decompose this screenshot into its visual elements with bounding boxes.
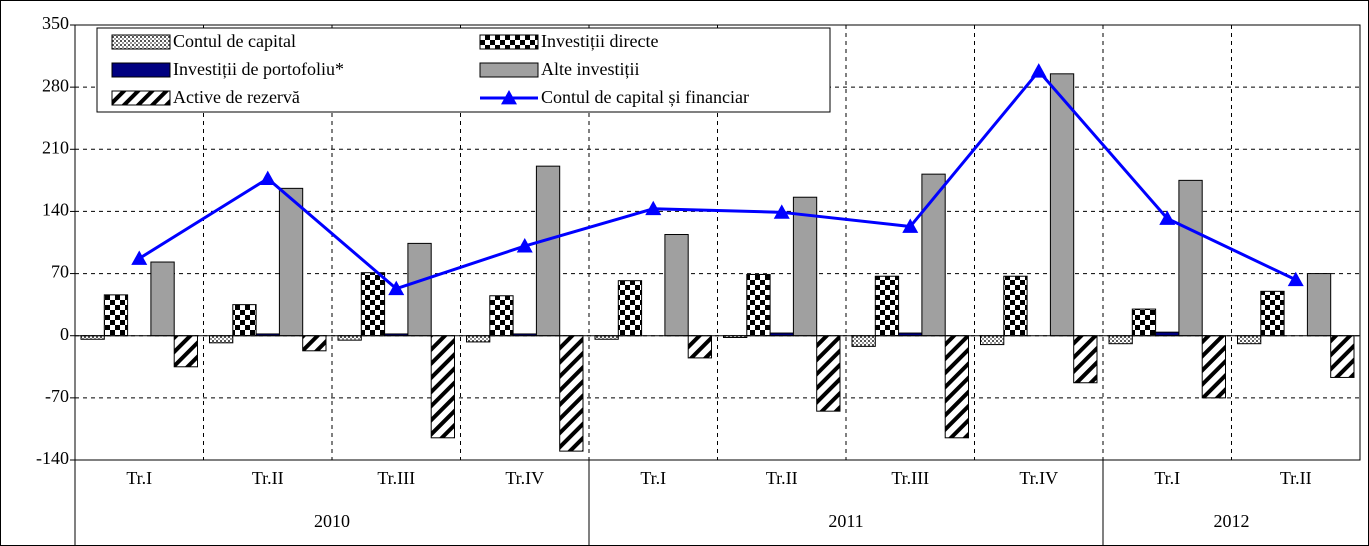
bar [1003, 275, 1028, 337]
x-tick-label: Tr.III [891, 468, 929, 488]
bar [103, 294, 129, 337]
x-group-label: 2011 [828, 511, 863, 531]
bar [430, 335, 456, 439]
bar [792, 196, 818, 337]
bar [617, 280, 643, 337]
legend-swatch [111, 34, 171, 50]
x-tick-label: Tr.IV [1019, 468, 1058, 488]
x-group-label: 2010 [314, 511, 350, 531]
line-marker [131, 250, 148, 265]
bar [874, 275, 900, 337]
line-marker [388, 280, 405, 296]
bar [407, 242, 432, 337]
line-marker [1287, 271, 1304, 287]
bar [232, 304, 257, 337]
bar [816, 335, 841, 412]
legend-label: Investiții de portofoliu* [173, 59, 344, 79]
y-tick-label: 140 [42, 200, 69, 220]
y-tick-label: -140 [36, 448, 69, 468]
x-tick-label: Tr.I [1154, 468, 1180, 488]
bar [1330, 335, 1355, 378]
line [138, 68, 1297, 291]
legend-label: Investiții directe [541, 31, 658, 51]
x-tick-label: Tr.II [1280, 468, 1312, 488]
bar [150, 261, 175, 337]
x-tick-label: Tr.I [640, 468, 666, 488]
bar [664, 234, 689, 337]
line-marker [645, 200, 662, 216]
bar [1049, 73, 1075, 337]
bar [1201, 335, 1226, 399]
legend-label: Contul de capital și financiar [541, 87, 749, 107]
bar [80, 335, 105, 340]
y-tick-label: 280 [42, 75, 69, 95]
legend-swatch [479, 34, 539, 50]
bar [1108, 335, 1133, 345]
bar [1237, 335, 1262, 345]
bar [980, 335, 1005, 346]
bar [559, 335, 584, 452]
line-marker [259, 170, 276, 185]
legend-label: Active de rezervă [173, 87, 300, 107]
bar [489, 295, 514, 337]
bar [746, 273, 771, 337]
plot-frame [74, 24, 1361, 461]
y-tick-label: 350 [42, 13, 69, 33]
bar [278, 187, 304, 337]
y-tick-label: -70 [45, 386, 69, 406]
y-tick-label: 0 [60, 324, 69, 344]
legend-swatch [111, 90, 171, 106]
legend-label: Contul de capital [173, 31, 296, 51]
legend-swatch [111, 62, 171, 78]
bar [1131, 308, 1157, 337]
bar [1260, 290, 1285, 337]
y-tick-label: 210 [42, 137, 69, 157]
bar [687, 335, 713, 359]
legend [96, 27, 831, 113]
bar [851, 335, 876, 347]
line-marker [902, 218, 919, 233]
line-marker [516, 238, 533, 253]
y-tick-label: 70 [51, 262, 69, 282]
bar [173, 335, 198, 368]
bar [1155, 331, 1180, 337]
bar [535, 165, 561, 337]
bar [944, 335, 970, 439]
bar [302, 335, 327, 352]
x-tick-label: Tr.IV [505, 468, 544, 488]
x-tick-label: Tr.I [126, 468, 152, 488]
bar [594, 335, 619, 340]
line-marker [773, 204, 790, 219]
x-tick-label: Tr.II [252, 468, 284, 488]
bar [466, 335, 491, 343]
x-tick-label: Tr.III [377, 468, 415, 488]
bar [360, 272, 386, 337]
bar [209, 335, 234, 344]
line-marker [1030, 63, 1047, 78]
bar [1178, 179, 1203, 337]
line-marker [1159, 210, 1176, 225]
legend-swatch [479, 62, 539, 78]
legend-label: Alte investiții [541, 59, 640, 79]
bar [1073, 335, 1098, 384]
legend-marker [501, 90, 517, 105]
x-group-label: 2012 [1214, 511, 1250, 531]
x-tick-label: Tr.II [766, 468, 798, 488]
bar [1306, 273, 1332, 337]
bar [337, 335, 362, 341]
